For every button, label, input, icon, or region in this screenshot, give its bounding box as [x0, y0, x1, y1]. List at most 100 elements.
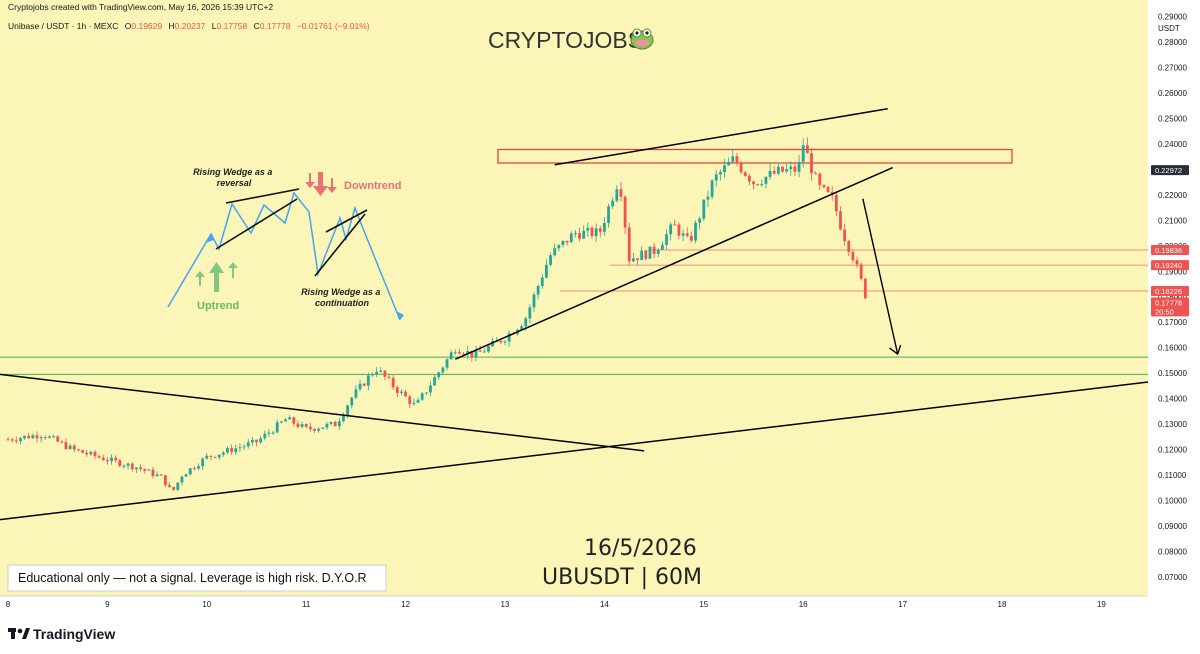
candle[interactable]: [10, 437, 14, 443]
candle[interactable]: [586, 222, 590, 238]
candle[interactable]: [313, 428, 316, 433]
candle[interactable]: [159, 473, 163, 476]
candle[interactable]: [97, 454, 101, 459]
candle[interactable]: [43, 435, 47, 441]
candle[interactable]: [412, 398, 416, 406]
candle[interactable]: [391, 375, 395, 390]
candle[interactable]: [27, 433, 31, 439]
candle[interactable]: [698, 216, 702, 230]
candle[interactable]: [424, 392, 428, 396]
candle[interactable]: [52, 434, 55, 438]
candle[interactable]: [77, 448, 80, 452]
candle[interactable]: [296, 420, 300, 429]
candle[interactable]: [623, 195, 627, 235]
candle[interactable]: [764, 176, 768, 189]
candle[interactable]: [106, 457, 109, 465]
candle[interactable]: [205, 453, 209, 460]
candle[interactable]: [810, 148, 813, 181]
candle[interactable]: [859, 262, 863, 281]
candle[interactable]: [640, 246, 644, 261]
candle[interactable]: [19, 436, 22, 445]
candle[interactable]: [267, 428, 271, 437]
candle[interactable]: [168, 482, 171, 488]
candle[interactable]: [458, 348, 461, 355]
candle[interactable]: [304, 423, 308, 429]
candle[interactable]: [677, 222, 681, 240]
candle[interactable]: [433, 374, 436, 386]
candle[interactable]: [822, 184, 826, 189]
candle[interactable]: [772, 166, 776, 175]
candle[interactable]: [308, 422, 312, 432]
candle[interactable]: [114, 455, 118, 463]
candle[interactable]: [453, 349, 457, 355]
tradingview-logo[interactable]: TradingView: [8, 626, 115, 642]
candle[interactable]: [482, 348, 486, 353]
candle[interactable]: [151, 467, 155, 479]
candle[interactable]: [826, 185, 830, 193]
candle[interactable]: [420, 391, 424, 401]
candle[interactable]: [781, 166, 784, 173]
candle[interactable]: [797, 154, 801, 178]
candle[interactable]: [242, 444, 246, 451]
candle[interactable]: [565, 240, 569, 246]
candle[interactable]: [644, 249, 648, 261]
candle[interactable]: [400, 389, 403, 396]
candle[interactable]: [789, 161, 793, 176]
candle[interactable]: [408, 394, 412, 409]
candle[interactable]: [184, 473, 188, 477]
candle[interactable]: [85, 450, 89, 457]
candle[interactable]: [56, 435, 60, 443]
candle[interactable]: [503, 340, 507, 346]
candles-layer[interactable]: [6, 137, 867, 492]
candle[interactable]: [603, 217, 606, 236]
candle[interactable]: [48, 435, 51, 439]
candle[interactable]: [188, 467, 192, 476]
candle[interactable]: [689, 231, 693, 243]
candle[interactable]: [685, 227, 689, 238]
candle[interactable]: [851, 249, 855, 263]
candle[interactable]: [387, 373, 391, 380]
candle[interactable]: [590, 225, 594, 239]
candle[interactable]: [437, 371, 441, 380]
candle[interactable]: [89, 450, 93, 456]
candle[interactable]: [126, 462, 130, 470]
candle[interactable]: [101, 454, 105, 461]
candle[interactable]: [714, 170, 718, 187]
candle[interactable]: [487, 344, 490, 354]
candle[interactable]: [163, 475, 167, 488]
candle[interactable]: [317, 427, 321, 433]
candle[interactable]: [31, 433, 35, 439]
candle[interactable]: [246, 438, 250, 449]
candle[interactable]: [561, 240, 565, 248]
candle[interactable]: [147, 468, 151, 471]
candle[interactable]: [665, 229, 668, 250]
candle[interactable]: [342, 412, 345, 423]
candle[interactable]: [801, 138, 805, 168]
candle[interactable]: [474, 345, 478, 361]
candle[interactable]: [619, 181, 623, 202]
candle[interactable]: [404, 389, 407, 397]
candle[interactable]: [760, 179, 764, 187]
candle[interactable]: [176, 482, 180, 492]
candle[interactable]: [785, 164, 789, 174]
candle[interactable]: [582, 225, 586, 240]
candle[interactable]: [727, 157, 731, 166]
candle[interactable]: [839, 206, 842, 231]
candle[interactable]: [553, 243, 557, 257]
candle[interactable]: [6, 437, 10, 441]
candle[interactable]: [843, 223, 847, 246]
candle[interactable]: [594, 223, 598, 243]
candle[interactable]: [636, 258, 639, 265]
candle[interactable]: [288, 415, 292, 420]
candle[interactable]: [221, 450, 225, 457]
candle[interactable]: [217, 454, 221, 460]
candle[interactable]: [702, 199, 706, 221]
candle[interactable]: [350, 396, 354, 409]
candle[interactable]: [271, 430, 275, 435]
candle[interactable]: [731, 148, 735, 163]
candle[interactable]: [429, 380, 432, 397]
candle[interactable]: [855, 256, 859, 268]
candle[interactable]: [507, 330, 511, 347]
candle[interactable]: [648, 246, 652, 259]
candle[interactable]: [362, 382, 366, 387]
